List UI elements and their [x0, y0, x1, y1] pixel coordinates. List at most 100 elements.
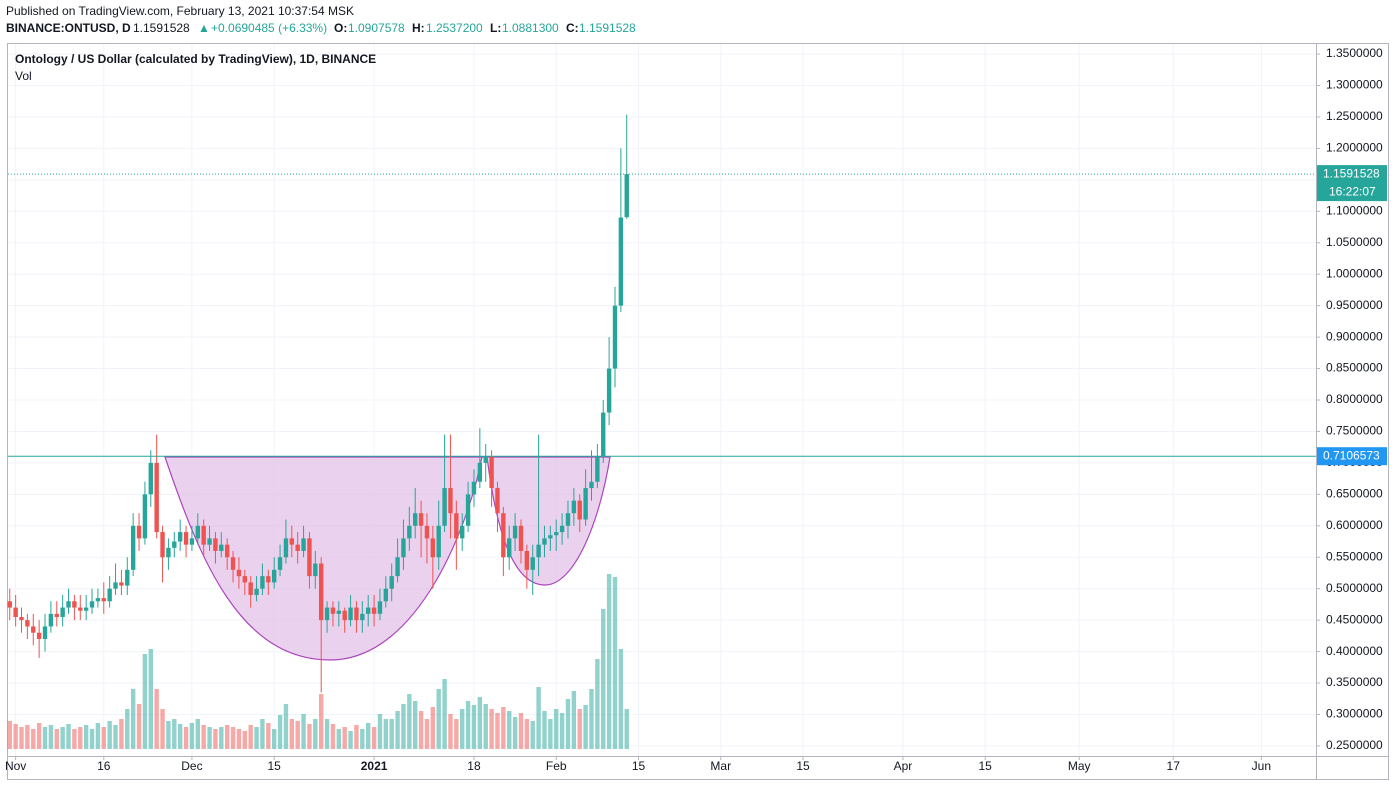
x-tick-label: 15 [268, 759, 282, 773]
volume-bar [471, 705, 477, 749]
volume-bar [401, 704, 406, 749]
volume-bar [324, 719, 330, 749]
last-price-box [1317, 165, 1387, 202]
volume-bar [442, 679, 447, 749]
volume-bar [336, 729, 342, 749]
high-value: 1.2537200 [426, 21, 483, 35]
volume-bar [342, 727, 347, 749]
volume-bar [430, 707, 436, 749]
volume-bar [465, 701, 471, 749]
volume-bar [254, 727, 259, 749]
candle-body [595, 456, 600, 482]
close-label: C: [566, 21, 579, 35]
volume-bar [360, 729, 365, 749]
symbol: BINANCE:ONTUSD, D [6, 21, 131, 35]
candle-body [177, 532, 183, 542]
x-tick-label: 17 [1167, 759, 1181, 773]
x-tick-label: Mar [710, 759, 731, 773]
volume-bar [548, 719, 553, 749]
volume-bar [72, 729, 77, 749]
volume-bar [130, 689, 136, 749]
candle-body [330, 607, 336, 614]
volume-bar [177, 724, 183, 749]
candle-body [201, 525, 206, 545]
candle-body [565, 513, 571, 526]
volume-bar [242, 731, 248, 749]
x-tick-label: 16 [97, 759, 111, 773]
x-tick-label: Dec [181, 759, 202, 773]
candle-body [301, 538, 306, 551]
candle-body [612, 305, 618, 369]
level-label-box [1317, 447, 1387, 466]
volume-bar [330, 724, 336, 749]
volume-bar [436, 689, 441, 749]
x-tick-label: Nov [5, 759, 26, 773]
y-tick-label: 0.7500000 [1326, 424, 1383, 438]
volume-label: Vol [15, 69, 32, 83]
candle-body [113, 582, 118, 589]
volume-bar [559, 713, 565, 749]
candle-body [66, 601, 71, 608]
marks [7, 114, 629, 749]
candle-body [242, 576, 248, 583]
candle-body [465, 494, 471, 526]
candle-body [542, 538, 547, 545]
volume-bar [536, 687, 541, 749]
y-tick-label: 0.9000000 [1326, 329, 1383, 343]
last-value: 1.1591528 [133, 21, 190, 35]
volume-bar [60, 727, 65, 749]
candle-body [189, 538, 195, 545]
candle-body [148, 462, 153, 495]
change-arrow: ▲ [198, 21, 210, 35]
candle-body [342, 610, 347, 621]
candle-body [365, 607, 371, 614]
volume-bar [565, 699, 571, 749]
y-tick-label: 1.1000000 [1326, 203, 1383, 217]
volume-bar [207, 727, 212, 749]
candle-body [548, 535, 553, 539]
candle-body [248, 582, 253, 595]
candle-body [589, 481, 594, 489]
y-tick-label: 0.8500000 [1326, 361, 1383, 375]
candle-body [489, 456, 494, 489]
candle-body [271, 569, 277, 583]
volume-bar [83, 725, 89, 749]
candle-body [130, 525, 136, 570]
y-tick-label: 0.3500000 [1326, 675, 1383, 689]
volume-bar [307, 724, 312, 749]
candle-body [83, 607, 89, 611]
volume-bar [236, 729, 242, 749]
candle-body [460, 525, 465, 539]
candle-body [518, 525, 524, 551]
volume-bar [395, 711, 400, 749]
candle-body [48, 613, 54, 627]
x-tick-label: Jun [1252, 759, 1271, 773]
volume-bar [13, 724, 18, 749]
candle-body [418, 513, 424, 526]
candle-body [283, 538, 289, 558]
volume-bar [577, 709, 582, 749]
close-value: 1.1591528 [579, 21, 636, 35]
candle-body [318, 563, 324, 621]
volume-bar [36, 723, 42, 749]
candle-body [618, 217, 624, 306]
candle-body [601, 412, 606, 457]
candle-body [407, 525, 412, 539]
candle-body [289, 538, 295, 545]
volume-bar [407, 694, 412, 749]
candle-body [371, 607, 377, 614]
volume-bar [301, 714, 306, 749]
volume-bar [424, 719, 430, 749]
volume-bar [201, 725, 206, 749]
candle-body [260, 576, 265, 589]
candle-body [154, 462, 159, 533]
volume-bar [42, 727, 48, 749]
candle-body [160, 532, 165, 558]
y-tick-label: 1.2500000 [1326, 109, 1383, 123]
last-price-label: 1.1591528 [1323, 166, 1380, 180]
volume-bar [612, 577, 618, 749]
y-tick-label: 0.3000000 [1326, 707, 1383, 721]
candle-body [571, 500, 577, 514]
